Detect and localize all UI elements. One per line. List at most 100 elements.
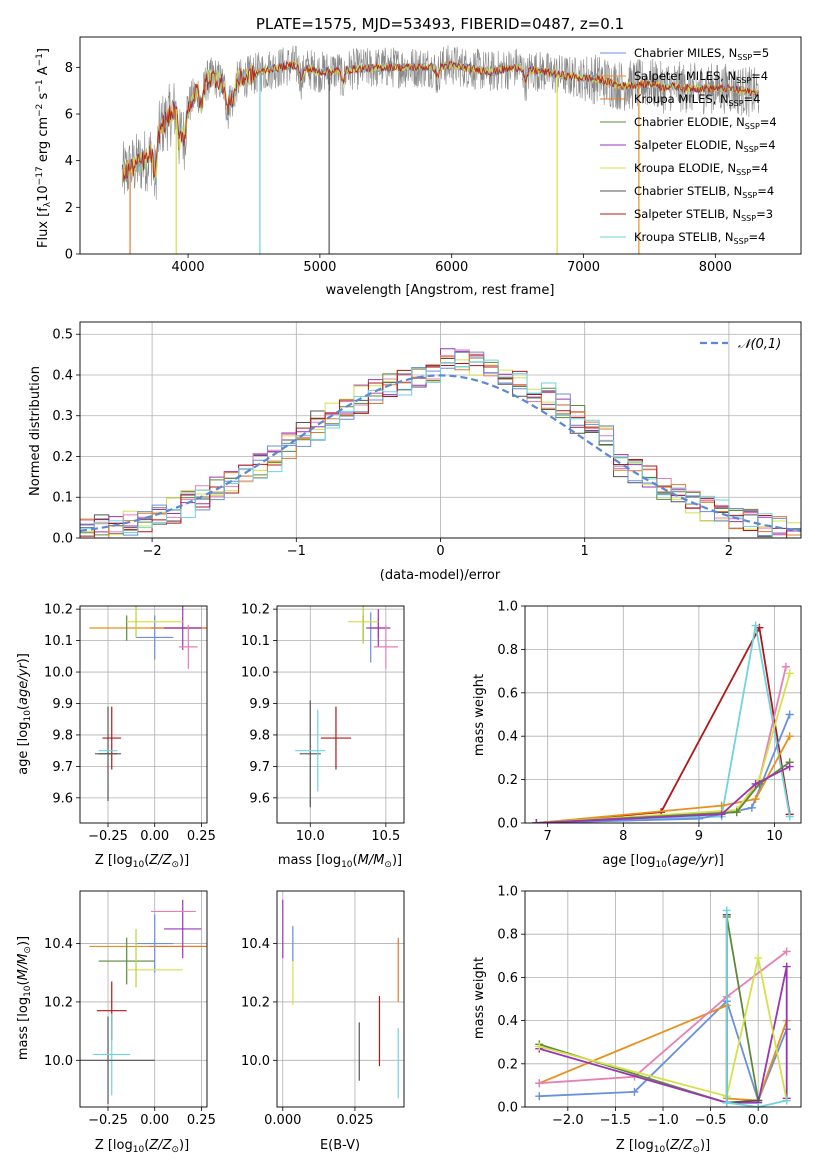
histogram-xlabel: (data-model)/error (380, 568, 501, 583)
legend-name: Salpeter MILES, N (634, 69, 736, 83)
y-tick-label: 10.2 (44, 995, 73, 1010)
y-tick-label: 4 (65, 154, 73, 169)
x-tick-label: 7000 (567, 260, 600, 275)
weight-point-marker (751, 621, 760, 630)
x-tick-label: 10.0 (296, 829, 325, 844)
x-tick-label: 10 (766, 829, 783, 844)
weight-series-line (536, 673, 791, 823)
x-tick-label: −1 (287, 544, 306, 559)
residual-histogram-panel: −2 −1 0 1 2 0.0 0.1 0.2 0.3 0.4 0.5 𝒩(0,1) (52, 321, 802, 559)
legend-entry: Salpeter MILES, NSSP=4 (634, 69, 768, 85)
legend-count: =5 (752, 46, 769, 60)
weight-series-line (539, 950, 788, 1085)
y-tick-label: 8 (65, 61, 73, 76)
weight-vs-Z-xlabel: Z [log10(Z/Z⊙)] (616, 1138, 710, 1155)
weight-series-line (725, 910, 787, 1107)
age-vs-Z-ylabel: age [log10(age/yr)] (16, 653, 33, 775)
weight-point-marker (732, 808, 741, 817)
weight-point-marker (754, 1103, 763, 1107)
x-tick-label: −1.5 (600, 1113, 632, 1128)
axes-frame (79, 605, 208, 824)
y-tick-label: 10.0 (44, 1054, 73, 1069)
legend-entry: Kroupa MILES, NSSP=4 (634, 92, 760, 108)
x-tick-label: 0.25 (187, 1113, 216, 1128)
y-tick-label: 1.0 (497, 600, 518, 615)
y-tick-label: 10.2 (241, 995, 270, 1010)
histogram-series (80, 359, 801, 538)
y-tick-label: 0.4 (52, 368, 73, 383)
y-tick-label: 10.0 (241, 1054, 270, 1069)
y-tick-label: 9.7 (249, 760, 270, 775)
spectrum-xlabel: wavelength [Angstrom, rest frame] (326, 283, 555, 298)
y-tick-label: 2 (65, 201, 73, 216)
y-tick-label: 0.8 (497, 643, 518, 658)
weight-point-marker (717, 810, 726, 819)
y-tick-label: 0.1 (52, 491, 73, 506)
y-tick-label: 0.8 (497, 928, 518, 943)
legend-sub: SSP (744, 145, 759, 154)
weight-point-marker (782, 1096, 791, 1105)
spectrum-panel: 4000 5000 6000 7000 8000 0 2 4 6 8 Chabrier MILES,… (65, 36, 802, 275)
weight-lines (532, 621, 794, 823)
mass-vs-metallicity-panel: −0.25 0.00 0.25 10.0 10.2 10.4 (44, 890, 216, 1128)
mass-vs-Z-xlabel: Z [log10(Z/Z⊙)] (95, 1138, 189, 1155)
y-tick-label: 10.4 (241, 937, 270, 952)
y-tick-label: 10.4 (44, 937, 73, 952)
legend-entry: Chabrier ELODIE, NSSP=4 (634, 115, 777, 131)
weight-point-marker (535, 1079, 544, 1088)
axes-frame (79, 890, 208, 1108)
weight-point-marker (785, 812, 794, 821)
legend-name: Salpeter STELIB, N (634, 207, 741, 221)
age-vs-metallicity-panel: −0.25 0.00 0.25 9.6 9.7 9.8 9.9 10.0 10.1 10.2 (44, 603, 216, 844)
errorbars (89, 606, 207, 801)
weight-point-marker (781, 662, 790, 671)
legend-entry: Salpeter ELODIE, NSSP=4 (634, 138, 776, 154)
age-vs-mass-xlabel: mass [log10(M/M⊙)] (278, 853, 402, 870)
weight-series-line (536, 735, 791, 823)
histogram-ylabel: Normed distribution (28, 366, 43, 496)
legend-name: Chabrier MILES, N (634, 46, 737, 60)
observed-spectrum (121, 45, 760, 200)
legend-sub: SSP (729, 99, 744, 108)
x-tick-label: 1 (581, 544, 589, 559)
legend-name: Chabrier STELIB, N (634, 184, 742, 198)
legend-sub: SSP (737, 53, 752, 62)
y-tick-label: 0.2 (497, 1057, 518, 1072)
weight-point-marker (535, 1092, 544, 1101)
legend-count: =4 (744, 92, 761, 106)
legend-name: Salpeter ELODIE, N (634, 138, 744, 152)
axes-frame (276, 890, 405, 1108)
figure-title: PLATE=1575, MJD=53493, FIBERID=0487, z=0… (256, 15, 624, 33)
y-tick-label: 0.6 (497, 686, 518, 701)
age-vs-mass-panel: 10.0 10.5 9.6 9.7 9.8 9.9 10.0 10.1 10.2 (241, 603, 405, 844)
weight-series-line (539, 957, 788, 1101)
x-tick-label: 5000 (303, 260, 336, 275)
x-tick-label: 0.0 (748, 1113, 769, 1128)
weight-point-marker (722, 906, 731, 915)
mass-vs-extinction-panel: 0.000 0.025 10.0 10.2 10.4 (241, 890, 405, 1128)
x-tick-label: −0.5 (695, 1113, 727, 1128)
x-tick-label: 0.000 (264, 1113, 301, 1128)
y-tick-label: 9.9 (249, 697, 270, 712)
mass-weight-vs-metallicity-panel: −2.0 −1.5 −1.0 −0.5 0.0 0.0 0.2 0.4 0.6 0.8 1.0 (497, 885, 802, 1128)
x-tick-label: 8000 (699, 260, 732, 275)
mass-vs-ebv-xlabel: E(B-V) (320, 1138, 360, 1153)
spectrum-ylabel-main: Flux [f (36, 207, 51, 248)
legend-name: Chabrier ELODIE, N (634, 115, 745, 129)
x-tick-label: −1.0 (647, 1113, 679, 1128)
weight-series-line (536, 765, 791, 823)
legend-sub: SSP (741, 214, 756, 223)
axes-frame (524, 605, 802, 824)
errorbars (282, 899, 399, 1099)
legend-count: =4 (757, 184, 774, 198)
x-tick-label: 6000 (435, 260, 468, 275)
y-tick-label: 9.6 (249, 791, 270, 806)
weight-point-marker (722, 1098, 731, 1107)
gaussian-reference-curve (80, 374, 801, 532)
x-tick-label: 0.025 (336, 1113, 373, 1128)
x-tick-label: −0.25 (88, 1113, 128, 1128)
y-tick-label: 0.0 (497, 817, 518, 832)
weight-point-marker (785, 710, 794, 719)
weight-vs-age-ylabel: mass weight (472, 674, 487, 756)
weight-point-marker (747, 803, 756, 812)
